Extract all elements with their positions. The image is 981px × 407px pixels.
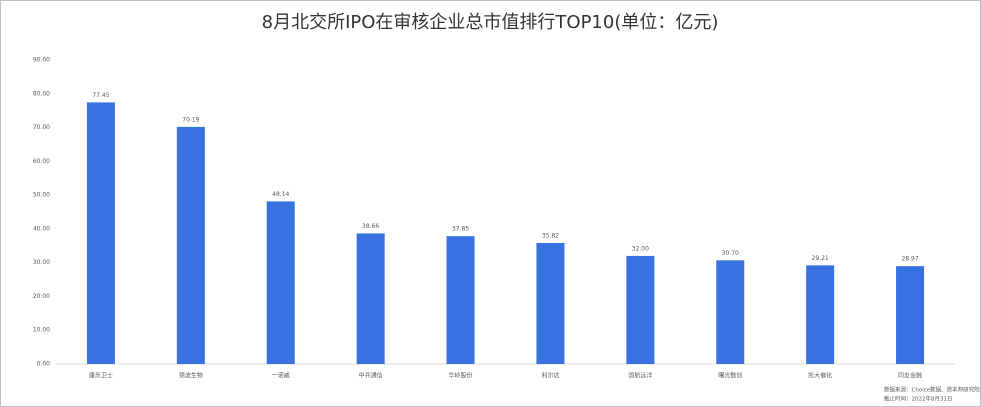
- x-tick-label: 康乐卫士: [89, 372, 113, 380]
- bar: [806, 265, 835, 364]
- note: 截止时间：2022年8月31日: [884, 395, 953, 403]
- x-tick-label: 曙光数创: [718, 372, 742, 380]
- bar: [86, 102, 115, 364]
- y-tick-label: 50.00: [33, 192, 50, 199]
- y-tick-label: 90.00: [33, 57, 50, 64]
- y-tick-label: 40.00: [33, 225, 50, 232]
- bar: [626, 255, 655, 364]
- y-tick-label: 80.00: [33, 90, 50, 97]
- y-tick-label: 20.00: [33, 293, 50, 300]
- value-label: 48.14: [272, 191, 289, 198]
- y-tick-label: 10.00: [33, 327, 50, 334]
- y-tick-label: 70.00: [33, 124, 50, 131]
- x-tick-label: 凯大催化: [808, 372, 832, 380]
- value-label: 29.21: [812, 255, 829, 262]
- x-tick-label: 国航远洋: [628, 372, 652, 380]
- y-tick-label: 0.00: [37, 361, 51, 368]
- bar: [266, 201, 295, 364]
- bar: [536, 243, 565, 364]
- x-tick-label: 利尔达: [541, 372, 559, 380]
- value-label: 70.19: [182, 116, 199, 123]
- value-label: 32.00: [632, 245, 649, 252]
- bar: [356, 233, 385, 364]
- bar: [176, 126, 205, 364]
- bar: [896, 266, 925, 364]
- value-label: 28.97: [901, 256, 918, 263]
- y-tick-label: 60.00: [33, 158, 50, 165]
- value-label: 35.82: [542, 233, 559, 240]
- value-label: 77.45: [92, 92, 109, 99]
- x-tick-label: 锦波生物: [179, 372, 203, 380]
- y-tick-label: 30.00: [33, 259, 50, 266]
- value-label: 38.66: [362, 223, 379, 230]
- x-tick-label: 中兵通信: [359, 372, 383, 380]
- bar: [716, 260, 745, 364]
- note: 数据来源：Choice数据、资本邦研究院: [884, 386, 980, 394]
- bar: [446, 236, 475, 364]
- x-tick-label: 同友金融: [898, 372, 922, 380]
- x-tick-label: 华岭股份: [449, 372, 473, 380]
- value-label: 37.85: [452, 226, 469, 233]
- value-label: 30.70: [722, 250, 739, 257]
- x-tick-label: 一诺威: [272, 372, 290, 380]
- chart-title: 8月北交所IPO在审核企业总市值排行TOP10(单位：亿元): [262, 12, 719, 33]
